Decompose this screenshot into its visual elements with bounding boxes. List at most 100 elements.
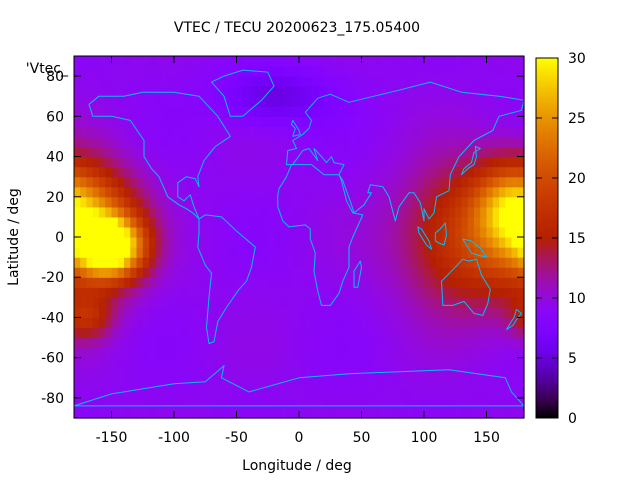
heatmap-cell	[292, 206, 300, 218]
heatmap-cell	[355, 186, 363, 198]
heatmap-cell	[105, 377, 113, 389]
heatmap-cell	[330, 226, 338, 238]
heatmap-cell	[111, 347, 119, 359]
heatmap-cell	[305, 297, 313, 308]
heatmap-cell	[111, 407, 119, 419]
coastline-africa	[277, 164, 364, 306]
heatmap-cell	[342, 327, 350, 339]
heatmap-cell	[274, 397, 281, 409]
heatmap-cell	[474, 357, 481, 369]
heatmap-cell	[142, 126, 150, 138]
heatmap-cell	[74, 226, 81, 238]
heatmap-cell	[74, 196, 81, 208]
heatmap-cell	[417, 166, 425, 178]
heatmap-cell	[217, 237, 225, 248]
heatmap-cell	[99, 166, 106, 178]
heatmap-cell	[124, 237, 131, 248]
heatmap-cell	[192, 297, 200, 308]
heatmap-cell	[492, 216, 500, 228]
heatmap-cell	[292, 367, 300, 379]
heatmap-cell	[467, 237, 475, 248]
heatmap-cell	[355, 357, 363, 369]
heatmap-cell	[80, 297, 88, 308]
heatmap-cell	[305, 116, 313, 127]
heatmap-cell	[311, 347, 319, 359]
heatmap-cell	[517, 196, 525, 208]
heatmap-cell	[124, 247, 131, 258]
heatmap-cell	[242, 307, 250, 319]
heatmap-cell	[330, 237, 338, 248]
heatmap-cell	[330, 116, 338, 127]
heatmap-cell	[199, 116, 206, 127]
heatmap-cell	[361, 297, 369, 308]
heatmap-cell	[199, 277, 206, 288]
heatmap-cell	[336, 367, 344, 379]
heatmap-cell	[186, 237, 194, 248]
heatmap-cell	[242, 126, 250, 138]
heatmap-cell	[217, 367, 225, 379]
heatmap-cell	[230, 106, 238, 117]
heatmap-cell	[92, 397, 100, 409]
heatmap-cell	[292, 216, 300, 228]
heatmap-cell	[399, 216, 406, 228]
heatmap-cell	[461, 247, 469, 258]
heatmap-cell	[455, 387, 463, 399]
heatmap-cell	[342, 66, 350, 77]
heatmap-cell	[149, 76, 156, 87]
heatmap-cell	[361, 216, 369, 228]
heatmap-cell	[436, 206, 444, 218]
heatmap-cell	[392, 387, 400, 399]
heatmap-cell	[405, 136, 413, 148]
heatmap-cell	[286, 66, 294, 77]
heatmap-cell	[442, 166, 450, 178]
heatmap-cell	[505, 56, 513, 67]
heatmap-cell	[317, 66, 325, 77]
heatmap-cell	[136, 317, 144, 329]
heatmap-cell	[292, 327, 300, 339]
heatmap-cell	[117, 327, 125, 339]
heatmap-cell	[461, 206, 469, 218]
heatmap-cell	[286, 196, 294, 208]
heatmap-cell	[180, 126, 188, 138]
heatmap-cell	[211, 66, 219, 77]
heatmap-cell	[224, 407, 231, 419]
heatmap-cell	[342, 387, 350, 399]
heatmap-cell	[111, 337, 119, 349]
heatmap-cell	[274, 307, 281, 319]
heatmap-cell	[330, 387, 338, 399]
heatmap-cell	[449, 136, 456, 148]
heatmap-cell	[486, 317, 494, 329]
heatmap-cell	[405, 96, 413, 107]
heatmap-cell	[186, 407, 194, 419]
heatmap-cell	[436, 307, 444, 319]
heatmap-cell	[517, 297, 525, 308]
heatmap-cell	[424, 196, 431, 208]
heatmap-cell	[249, 96, 256, 107]
heatmap-cell	[180, 387, 188, 399]
heatmap-cell	[230, 86, 238, 97]
heatmap-cell	[199, 267, 206, 278]
heatmap-cell	[211, 136, 219, 148]
heatmap-cell	[130, 267, 138, 278]
heatmap-cell	[80, 407, 88, 419]
heatmap-cell	[124, 327, 131, 339]
heatmap-cell	[105, 247, 113, 258]
heatmap-cell	[305, 307, 313, 319]
heatmap-cell	[192, 136, 200, 148]
heatmap-cell	[349, 337, 356, 349]
heatmap-cell	[249, 267, 256, 278]
heatmap-cell	[274, 86, 281, 97]
heatmap-cell	[311, 317, 319, 329]
heatmap-cell	[99, 76, 106, 87]
heatmap-cell	[311, 387, 319, 399]
heatmap-cell	[199, 56, 206, 67]
heatmap-cell	[267, 66, 275, 77]
heatmap-cell	[330, 186, 338, 198]
heatmap-cell	[499, 307, 506, 319]
heatmap-cell	[399, 337, 406, 349]
heatmap-cell	[405, 116, 413, 127]
heatmap-cell	[480, 166, 488, 178]
heatmap-cell	[205, 407, 213, 419]
heatmap-cell	[230, 196, 238, 208]
heatmap-cell	[449, 56, 456, 67]
